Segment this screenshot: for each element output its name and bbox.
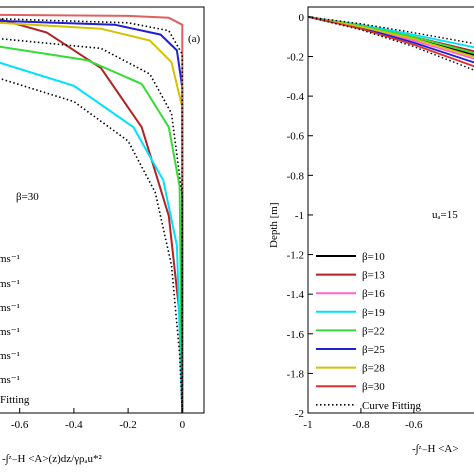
right-x-tick-label: -1 xyxy=(303,419,312,431)
left-legend-label: ms⁻¹ xyxy=(0,374,20,386)
left-series-line xyxy=(0,13,184,413)
right-x-axis-label: -∫ᶻ₋H <A> xyxy=(412,443,459,455)
right-fit-line xyxy=(307,16,474,71)
right-y-tick-label: -0.8 xyxy=(287,170,305,182)
right-x-tick-label: -0.8 xyxy=(352,419,370,431)
right-y-tick-label: -2 xyxy=(295,408,304,420)
right-y-tick-label: -1.2 xyxy=(287,250,304,262)
left-series-line xyxy=(0,21,184,413)
right-y-ticks: 0 -0.2 -0.4 -0.6 -0.8 -1 -1.2 -1.4 -1.6 -1.8 -2 xyxy=(287,12,313,420)
left-series-line xyxy=(0,18,184,414)
left-x-axis-label: -∫ᶻ₋H <A>(z)dz/γρₐu*² xyxy=(2,453,103,465)
right-y-axis-label: Depth [m] xyxy=(268,202,280,248)
right-y-tick-label: 0 xyxy=(299,12,305,24)
left-panel-label: (a) xyxy=(188,33,201,45)
right-legend-label: β=28 xyxy=(362,363,385,375)
right-legend: β=10 β=13 β=16 β=19 β=22 β=25 β=28 β=30 Curve Fi… xyxy=(316,251,421,412)
left-series-line xyxy=(0,61,184,414)
left-fit-line xyxy=(0,37,184,413)
left-legend-label: ms⁻¹ xyxy=(0,326,20,338)
left-legend-partial: ms⁻¹ ms⁻¹ ms⁻¹ ms⁻¹ ms⁻¹ ms⁻¹ Fitting xyxy=(0,253,30,406)
right-series-line xyxy=(307,16,474,58)
left-series-line xyxy=(0,19,184,413)
right-legend-label: Curve Fitting xyxy=(362,400,421,412)
right-fit-group xyxy=(307,16,474,71)
left-fit-group xyxy=(0,18,184,414)
right-legend-label: β=22 xyxy=(362,325,385,337)
left-legend-label: ms⁻¹ xyxy=(0,253,20,265)
right-y-tick-label: -0.6 xyxy=(287,131,305,143)
right-legend-label: β=19 xyxy=(362,307,385,319)
right-y-tick-label: -1.8 xyxy=(287,368,305,380)
left-legend-label: Fitting xyxy=(0,394,30,406)
left-x-tick-label: -0.2 xyxy=(119,419,136,431)
left-fit-line xyxy=(0,18,184,413)
left-x-tick-label: 0 xyxy=(180,419,186,431)
right-y-tick-label: -0.4 xyxy=(287,91,305,103)
left-legend-label: ms⁻¹ xyxy=(0,278,20,290)
right-chart-panel: 0 -0.2 -0.4 -0.6 -0.8 -1 -1.2 -1.4 -1.6 -1.8 -2 -1… xyxy=(268,6,474,455)
right-series-group xyxy=(307,16,474,68)
left-series-line xyxy=(0,45,184,414)
right-y-tick-label: -1.6 xyxy=(287,329,305,341)
right-series-line xyxy=(307,16,474,68)
right-y-tick-label: -1 xyxy=(295,210,304,222)
right-legend-label: β=10 xyxy=(362,251,385,263)
right-legend-label: β=16 xyxy=(362,288,385,300)
right-annotation: uₐ=15 xyxy=(432,209,458,221)
left-x-ticks: -0.6 -0.4 -0.2 0 xyxy=(11,408,186,431)
right-x-ticks: -1 -0.8 -0.6 xyxy=(303,408,423,431)
right-plot-frame xyxy=(307,6,474,414)
right-y-tick-label: -0.2 xyxy=(287,52,304,64)
left-series-group xyxy=(0,13,184,414)
left-x-tick-label: -0.6 xyxy=(11,419,29,431)
right-legend-label: β=25 xyxy=(362,344,385,356)
right-x-tick-label: -0.6 xyxy=(405,419,423,431)
right-y-tick-label: -1.4 xyxy=(287,289,305,301)
right-fit-line xyxy=(307,16,474,45)
left-legend-label: ms⁻¹ xyxy=(0,302,20,314)
left-fit-line xyxy=(0,77,184,414)
right-legend-label: β=13 xyxy=(362,270,385,282)
left-plot-frame xyxy=(0,6,205,414)
left-x-tick-label: -0.4 xyxy=(65,419,83,431)
left-chart-panel: -0.6 -0.4 -0.2 0 (a) β=30 ms⁻¹ms⁻¹ms⁻¹ms⁻¹m… xyxy=(0,6,205,465)
right-legend-label: β=30 xyxy=(362,381,385,393)
left-legend-label: ms⁻¹ xyxy=(0,350,20,362)
left-annotation: β=30 xyxy=(16,191,39,203)
